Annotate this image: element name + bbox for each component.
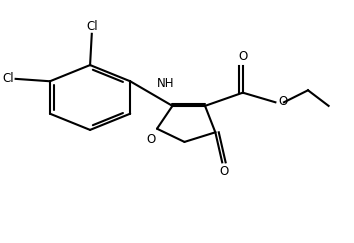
Text: O: O	[278, 95, 287, 108]
Text: Cl: Cl	[2, 72, 14, 85]
Text: NH: NH	[156, 77, 174, 90]
Text: O: O	[219, 165, 229, 178]
Text: O: O	[238, 50, 247, 63]
Text: Cl: Cl	[86, 20, 98, 33]
Text: O: O	[146, 133, 155, 146]
